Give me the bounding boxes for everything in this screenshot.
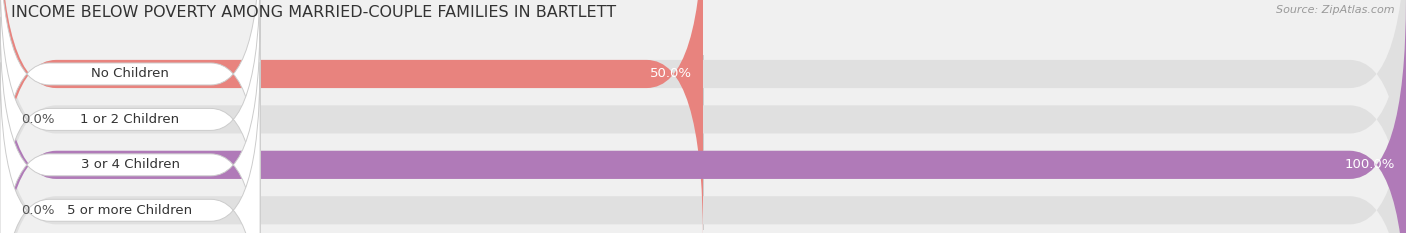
Text: 0.0%: 0.0% — [21, 204, 55, 217]
Text: Source: ZipAtlas.com: Source: ZipAtlas.com — [1277, 5, 1395, 15]
FancyBboxPatch shape — [0, 62, 260, 233]
Text: 5 or more Children: 5 or more Children — [67, 204, 193, 217]
Text: 50.0%: 50.0% — [650, 68, 692, 80]
Text: 0.0%: 0.0% — [21, 113, 55, 126]
Text: 3 or 4 Children: 3 or 4 Children — [80, 158, 180, 171]
FancyBboxPatch shape — [0, 17, 260, 233]
Text: 1 or 2 Children: 1 or 2 Children — [80, 113, 180, 126]
Text: 100.0%: 100.0% — [1344, 158, 1395, 171]
FancyBboxPatch shape — [0, 43, 1406, 233]
FancyBboxPatch shape — [0, 0, 260, 233]
Text: No Children: No Children — [91, 68, 169, 80]
FancyBboxPatch shape — [0, 0, 703, 233]
Text: INCOME BELOW POVERTY AMONG MARRIED-COUPLE FAMILIES IN BARTLETT: INCOME BELOW POVERTY AMONG MARRIED-COUPL… — [11, 5, 616, 20]
FancyBboxPatch shape — [0, 0, 260, 222]
